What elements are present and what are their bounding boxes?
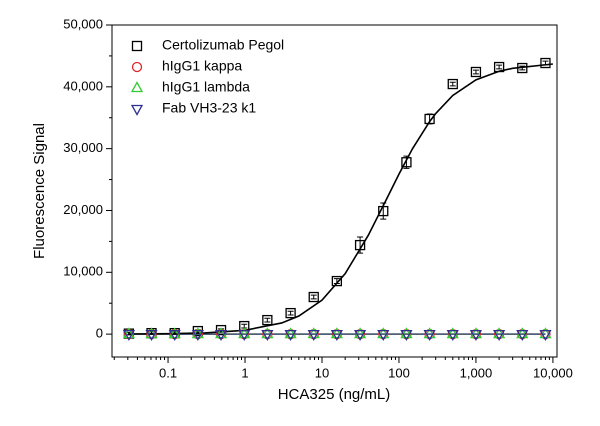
marker <box>377 327 390 339</box>
y-tick-label: 40,000 <box>63 78 103 93</box>
y-tick-label: 0 <box>96 326 103 341</box>
marker <box>446 329 459 341</box>
error-bar <box>496 64 503 70</box>
marker <box>307 327 320 339</box>
legend-label: Certolizumab Pegol <box>162 37 284 53</box>
error-bar <box>310 294 317 300</box>
y-axis-label: Fluorescence Signal <box>31 123 48 259</box>
x-tick-label: 1 <box>241 365 248 380</box>
marker <box>122 329 136 341</box>
marker <box>517 62 528 74</box>
legend-marker <box>130 104 144 116</box>
marker <box>540 57 551 69</box>
marker <box>378 205 389 217</box>
marker <box>330 329 343 341</box>
marker <box>191 327 204 339</box>
error-bar <box>287 310 294 316</box>
plot-frame <box>111 24 558 358</box>
error-bar <box>542 60 549 66</box>
marker <box>284 327 297 339</box>
marker <box>238 329 251 341</box>
marker <box>353 329 367 341</box>
marker <box>470 66 482 78</box>
legend-label: Fab VH3-23 k1 <box>162 100 256 116</box>
error-bar <box>264 317 271 323</box>
marker <box>191 329 204 341</box>
legend-marker <box>131 61 143 73</box>
marker <box>168 327 181 339</box>
marker <box>400 327 413 339</box>
marker <box>214 329 228 341</box>
x-tick-label: 10 <box>315 365 329 380</box>
marker <box>539 327 552 339</box>
marker <box>284 329 297 341</box>
marker <box>122 327 136 339</box>
y-tick-label: 50,000 <box>63 16 103 31</box>
marker <box>516 329 529 341</box>
marker <box>377 329 390 341</box>
error-bar <box>357 236 364 254</box>
marker <box>308 291 319 303</box>
marker <box>423 329 436 341</box>
error-bar <box>472 69 479 75</box>
marker <box>447 78 458 90</box>
error-bar <box>380 202 387 220</box>
marker <box>539 329 552 341</box>
legend-label: hIgG1 lambda <box>162 79 250 95</box>
marker <box>400 329 413 341</box>
error-bar <box>519 65 526 71</box>
marker <box>354 239 366 251</box>
marker <box>331 275 343 287</box>
marker <box>493 61 505 73</box>
marker <box>353 327 367 339</box>
x-tick-label: 100 <box>388 365 410 380</box>
marker <box>214 327 228 339</box>
marker <box>145 329 158 341</box>
marker <box>401 157 412 168</box>
marker <box>307 329 320 341</box>
marker <box>516 327 529 339</box>
marker <box>493 327 506 339</box>
x-tick-label: 1,000 <box>460 365 493 380</box>
marker <box>446 327 459 339</box>
x-tick-label: 10,000 <box>533 365 573 380</box>
y-tick-label: 30,000 <box>63 140 103 155</box>
marker <box>168 329 181 341</box>
marker <box>424 113 435 125</box>
marker <box>423 327 436 339</box>
marker <box>145 327 158 339</box>
marker <box>261 329 274 341</box>
y-tick-label: 20,000 <box>63 202 103 217</box>
x-axis-label: HCA325 (ng/mL) <box>278 386 391 403</box>
error-bar <box>449 81 456 87</box>
marker <box>238 327 251 339</box>
marker <box>469 329 483 341</box>
marker <box>330 327 343 339</box>
legend-marker <box>130 81 144 93</box>
legend-label: hIgG1 kappa <box>162 58 242 74</box>
marker <box>493 329 506 341</box>
marker <box>469 327 483 339</box>
marker <box>261 327 274 339</box>
x-tick-label: 0.1 <box>159 365 177 380</box>
y-tick-label: 10,000 <box>63 264 103 279</box>
error-bar <box>333 278 340 285</box>
marker <box>285 307 296 319</box>
marker <box>262 314 273 326</box>
legend-marker <box>131 40 143 52</box>
